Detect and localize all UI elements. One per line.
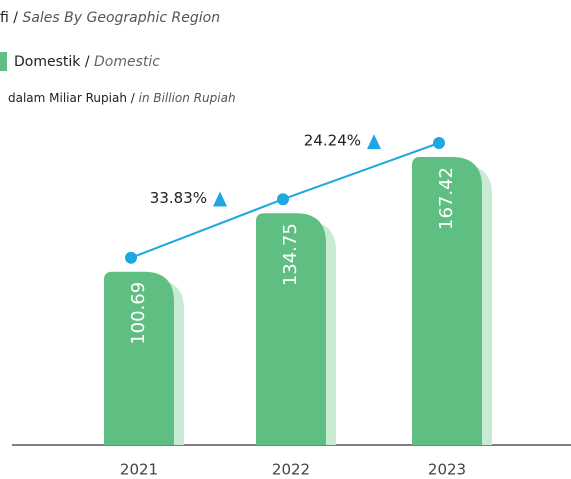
trend-dot — [125, 251, 137, 264]
x-tick-label: 2022 — [272, 461, 310, 479]
trend-dot — [433, 137, 445, 149]
bar — [256, 213, 326, 445]
legend-id: Domestik — [14, 54, 81, 70]
unit-en: in Billion Rupiah — [139, 91, 236, 105]
separator: / — [127, 91, 139, 105]
bar — [104, 271, 174, 445]
x-tick-label: 2021 — [120, 461, 158, 479]
x-tick-label: 2023 — [428, 461, 466, 479]
chart-title: fi / Sales By Geographic Region — [0, 10, 220, 26]
growth-label: 24.24% — [304, 132, 361, 150]
growth-arrow — [213, 191, 227, 207]
value-label: 134.75 — [280, 223, 301, 286]
title-en: Sales By Geographic Region — [22, 10, 220, 26]
legend-entry: Domestik / Domestic — [14, 54, 160, 70]
value-label: 100.69 — [128, 282, 149, 345]
legend-en: Domestic — [94, 54, 160, 70]
unit-id: dalam Miliar Rupiah — [8, 91, 127, 105]
growth-arrow — [367, 134, 381, 150]
unit-label: dalam Miliar Rupiah / in Billion Rupiah — [8, 91, 236, 105]
trend-dot — [277, 193, 289, 206]
value-label: 167.42 — [436, 167, 457, 230]
title-id: fi — [0, 10, 9, 26]
bar — [412, 157, 482, 445]
separator: / — [80, 54, 94, 70]
growth-label: 33.83% — [150, 189, 207, 207]
separator: / — [9, 10, 23, 26]
legend-swatch — [0, 52, 7, 71]
